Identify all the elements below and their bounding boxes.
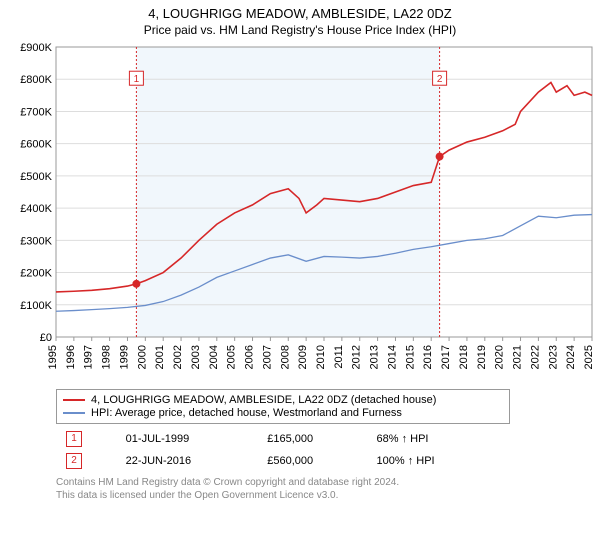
line-chart: £0 £100K £200K £300K £400K £500K £600K £700K £80…: [8, 43, 600, 383]
svg-text:2015: 2015: [404, 345, 416, 369]
legend-swatch-red: [63, 399, 85, 401]
sale-date: 22-JUN-2016: [116, 450, 258, 472]
svg-text:2018: 2018: [458, 345, 470, 369]
svg-text:£600K: £600K: [20, 139, 52, 151]
svg-text:2004: 2004: [208, 345, 220, 369]
svg-text:2002: 2002: [172, 345, 184, 369]
svg-text:2022: 2022: [529, 345, 541, 369]
table-row: 2 22-JUN-2016 £560,000 100% ↑ HPI: [56, 450, 496, 472]
svg-text:2019: 2019: [476, 345, 488, 369]
svg-text:2003: 2003: [190, 345, 202, 369]
sale-marker: 2: [56, 450, 116, 472]
svg-text:2007: 2007: [261, 345, 273, 369]
svg-text:1997: 1997: [83, 345, 95, 369]
legend-label: HPI: Average price, detached house, West…: [91, 407, 402, 419]
svg-text:1: 1: [134, 74, 140, 85]
svg-text:2008: 2008: [279, 345, 291, 369]
sales-table: 1 01-JUL-1999 £165,000 68% ↑ HPI 2 22-JU…: [56, 428, 496, 472]
svg-text:£100K: £100K: [20, 300, 52, 312]
svg-text:1999: 1999: [118, 345, 130, 369]
legend-label: 4, LOUGHRIGG MEADOW, AMBLESIDE, LA22 0DZ…: [91, 394, 436, 406]
svg-text:2017: 2017: [440, 345, 452, 369]
svg-text:2020: 2020: [494, 345, 506, 369]
chart-title: 4, LOUGHRIGG MEADOW, AMBLESIDE, LA22 0DZ: [8, 6, 592, 21]
svg-text:£500K: £500K: [20, 171, 52, 183]
sale-price: £560,000: [257, 450, 366, 472]
legend: 4, LOUGHRIGG MEADOW, AMBLESIDE, LA22 0DZ…: [56, 389, 510, 424]
svg-text:2005: 2005: [226, 345, 238, 369]
svg-text:2009: 2009: [297, 345, 309, 369]
svg-text:2024: 2024: [565, 345, 577, 369]
svg-text:2006: 2006: [244, 345, 256, 369]
sale-date: 01-JUL-1999: [116, 428, 258, 450]
svg-text:£200K: £200K: [20, 268, 52, 280]
sale-marker: 1: [56, 428, 116, 450]
svg-text:£0: £0: [40, 332, 52, 344]
svg-text:1996: 1996: [65, 345, 77, 369]
svg-text:£900K: £900K: [20, 43, 52, 54]
legend-item: 4, LOUGHRIGG MEADOW, AMBLESIDE, LA22 0DZ…: [63, 394, 503, 406]
svg-text:£400K: £400K: [20, 203, 52, 215]
svg-text:2011: 2011: [333, 345, 345, 369]
table-row: 1 01-JUL-1999 £165,000 68% ↑ HPI: [56, 428, 496, 450]
sale-hpi: 100% ↑ HPI: [367, 450, 496, 472]
svg-text:£300K: £300K: [20, 235, 52, 247]
svg-text:1995: 1995: [47, 345, 59, 369]
svg-text:2: 2: [437, 74, 443, 85]
svg-text:£700K: £700K: [20, 106, 52, 118]
sale-hpi: 68% ↑ HPI: [367, 428, 496, 450]
svg-text:2001: 2001: [154, 345, 166, 369]
svg-text:2021: 2021: [512, 345, 524, 369]
legend-swatch-blue: [63, 412, 85, 414]
svg-text:2014: 2014: [386, 345, 398, 369]
svg-text:£800K: £800K: [20, 74, 52, 86]
svg-text:2013: 2013: [369, 345, 381, 369]
sale-price: £165,000: [257, 428, 366, 450]
attribution: Contains HM Land Registry data © Crown c…: [56, 476, 536, 502]
svg-text:2012: 2012: [351, 345, 363, 369]
svg-text:2010: 2010: [315, 345, 327, 369]
svg-text:1998: 1998: [101, 345, 113, 369]
svg-text:2000: 2000: [136, 345, 148, 369]
svg-text:2023: 2023: [547, 345, 559, 369]
legend-item: HPI: Average price, detached house, West…: [63, 407, 503, 419]
svg-text:2016: 2016: [422, 345, 434, 369]
chart-subtitle: Price paid vs. HM Land Registry's House …: [8, 23, 592, 37]
chart-container: £0 £100K £200K £300K £400K £500K £600K £700K £80…: [8, 43, 592, 383]
svg-text:2025: 2025: [583, 345, 595, 369]
